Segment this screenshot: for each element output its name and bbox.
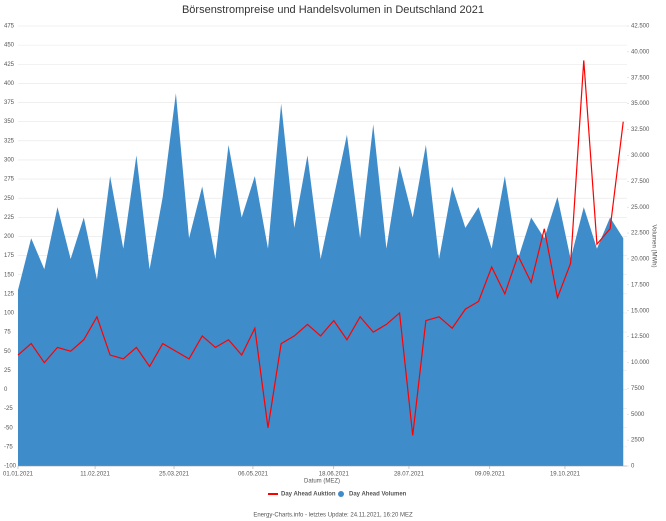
y-tick-label: 275 bbox=[4, 177, 15, 183]
y2-tick-label: 20.000 bbox=[631, 257, 650, 263]
x-tick-label: 01.01.2021 bbox=[3, 472, 34, 478]
legend-swatch bbox=[338, 491, 344, 497]
x-tick-label: 25.03.2021 bbox=[159, 472, 190, 478]
y2-tick-label: 22.500 bbox=[631, 231, 650, 237]
y-tick-label: 25 bbox=[4, 368, 11, 374]
y-tick-label: 150 bbox=[4, 272, 15, 278]
y2-tick-label: 37.500 bbox=[631, 75, 650, 81]
x-tick-label: 18.06.2021 bbox=[319, 472, 350, 478]
y-tick-label: 100 bbox=[4, 311, 15, 317]
y2-tick-label: 40.000 bbox=[631, 49, 650, 55]
y-tick-label: -50 bbox=[4, 425, 13, 431]
y2-tick-label: 5000 bbox=[631, 412, 645, 418]
y2-tick-label: 27.500 bbox=[631, 179, 650, 185]
x-tick-label: 11.02.2021 bbox=[80, 472, 110, 478]
chart-title: Börsenstrompreise und Handelsvolumen in … bbox=[182, 4, 484, 16]
y-tick-label: 375 bbox=[4, 100, 15, 106]
y2-tick-label: 12.500 bbox=[631, 334, 650, 340]
y-tick-label: 200 bbox=[4, 234, 15, 240]
y-tick-label: -25 bbox=[4, 406, 13, 412]
y-tick-label: 425 bbox=[4, 62, 15, 68]
y-tick-label: 300 bbox=[4, 157, 15, 163]
y2-axis-label: Volumen (MWh) bbox=[650, 224, 656, 267]
y-tick-label: 250 bbox=[4, 196, 15, 202]
y-tick-label: -100 bbox=[4, 464, 17, 470]
y-tick-label: 50 bbox=[4, 349, 11, 355]
y2-tick-label: 15.000 bbox=[631, 308, 650, 314]
y-tick-label: 125 bbox=[4, 291, 15, 297]
price-line bbox=[17, 60, 624, 436]
y-tick-label: 75 bbox=[4, 330, 11, 336]
y2-tick-label: 30.000 bbox=[631, 153, 650, 159]
y2-tick-label: 7500 bbox=[631, 386, 645, 392]
x-tick-label: 09.09.2021 bbox=[475, 472, 506, 478]
x-axis-label: Datum (MEZ) bbox=[304, 479, 340, 485]
y2-tick-label: 0 bbox=[631, 464, 635, 470]
y-tick-label: 400 bbox=[4, 81, 15, 87]
y-tick-label: -75 bbox=[4, 444, 13, 450]
x-tick-label: 06.05.2021 bbox=[238, 472, 269, 478]
y2-tick-label: 25.000 bbox=[631, 205, 650, 211]
y2-tick-label: 17.500 bbox=[631, 282, 650, 288]
y2-tick-label: 10.000 bbox=[631, 360, 650, 366]
y2-tick-label: 32.500 bbox=[631, 127, 650, 133]
legend-label: Day Ahead Auktion bbox=[281, 492, 336, 498]
footer: Energy-Charts.info - letztes Update: 24.… bbox=[253, 513, 413, 519]
y-tick-label: 0 bbox=[4, 387, 8, 393]
legend-label: Day Ahead Volumen bbox=[349, 492, 407, 498]
y2-tick-label: 2500 bbox=[631, 438, 645, 444]
y-tick-label: 475 bbox=[4, 24, 15, 30]
y-tick-label: 325 bbox=[4, 138, 15, 144]
y-tick-label: 175 bbox=[4, 253, 15, 259]
x-tick-label: 19.10.2021 bbox=[550, 472, 581, 478]
y2-tick-label: 35.000 bbox=[631, 101, 650, 107]
y-tick-label: 450 bbox=[4, 43, 15, 49]
y2-tick-label: 42.500 bbox=[631, 24, 650, 30]
x-tick-label: 28.07.2021 bbox=[394, 472, 425, 478]
y-tick-label: 225 bbox=[4, 215, 15, 221]
y-tick-label: 350 bbox=[4, 119, 15, 125]
volume-area bbox=[18, 93, 624, 466]
